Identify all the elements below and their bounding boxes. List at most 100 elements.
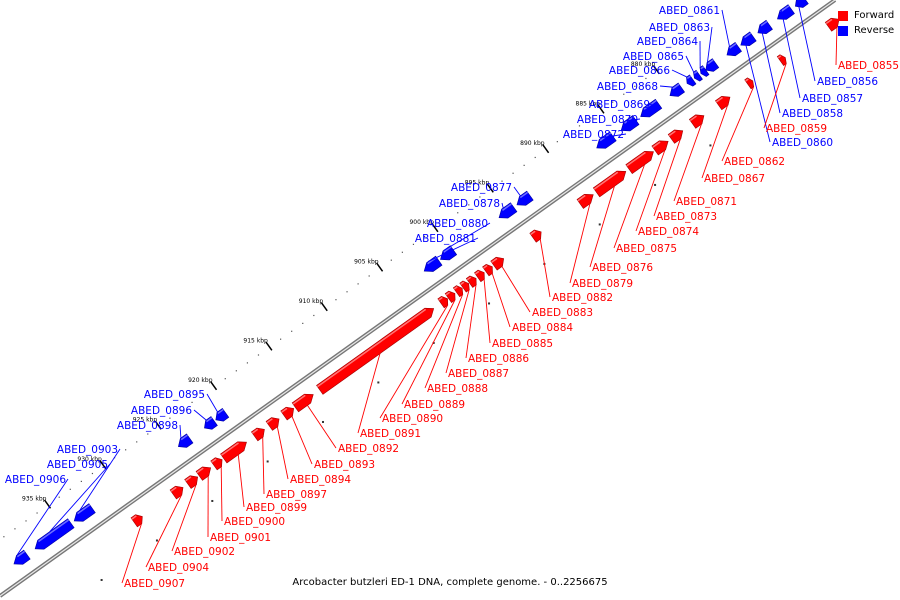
scale-minor-tick <box>14 528 16 530</box>
gene-ABED_0899 <box>220 441 247 464</box>
scale-tick <box>265 341 273 351</box>
gene-ABED_0891-shine <box>316 308 427 388</box>
scale-minor-tick <box>169 417 171 419</box>
gene-ABED_0875-shine <box>626 151 646 167</box>
gene-label: ABED_0879 <box>572 278 633 290</box>
gene-ABED_0863 <box>705 58 720 72</box>
gene-label: ABED_0878 <box>439 198 500 210</box>
gene-ABED_0875 <box>625 150 654 175</box>
gene-ABED_0874 <box>651 140 669 156</box>
gene-label: ABED_0865 <box>623 51 684 63</box>
gene-ABED_0881-body <box>423 255 443 272</box>
leader-line <box>625 118 641 122</box>
scale-minor-tick <box>266 460 269 463</box>
gene-label: ABED_0904 <box>148 562 209 574</box>
gene-ABED_0893-shine <box>281 407 288 413</box>
gene-ABED_0896-body <box>204 416 218 430</box>
scale-tick <box>486 183 494 193</box>
gene-ABED_0866 <box>686 74 697 87</box>
gene-ABED_0871 <box>688 114 705 129</box>
gene-ABED_0879 <box>576 193 594 209</box>
gene-ABED_0897-shine <box>251 428 259 434</box>
scale-minor-tick <box>534 156 536 159</box>
gene-label: ABED_0907 <box>124 578 185 590</box>
gene-label: ABED_0882 <box>552 292 613 304</box>
scale-tick <box>99 460 107 470</box>
gene-ABED_0899-shine <box>220 442 239 456</box>
gene-ABED_0863-shine <box>707 59 714 65</box>
gene-ABED_0885 <box>474 269 485 283</box>
scale-minor-tick <box>180 409 182 411</box>
gene-ABED_0902 <box>184 475 199 489</box>
gene-label: ABED_0858 <box>782 108 843 120</box>
gene-group <box>13 0 840 565</box>
leader-line <box>721 9 730 47</box>
leader-line <box>513 186 521 197</box>
gene-ABED_0894-shine <box>266 418 273 424</box>
scale-minor-tick <box>321 420 324 423</box>
scale-tick <box>376 262 384 272</box>
scale-minor-tick <box>58 496 60 498</box>
scale-tick-label: 895 kbp <box>465 179 490 186</box>
leader-line <box>673 124 702 202</box>
scale-tick-label: 900 kbp <box>409 219 434 226</box>
leader-line <box>685 55 695 73</box>
gene-label: ABED_0903 <box>57 444 118 456</box>
gene-ABED_0866-shine <box>686 75 691 79</box>
leader-line <box>646 103 653 107</box>
gene-ABED_0862 <box>744 77 755 90</box>
scale-tick-label: 915 kbp <box>243 337 268 344</box>
gene-ABED_0862-shine <box>745 78 749 82</box>
leader-line <box>220 466 223 522</box>
gene-ABED_0880-body <box>440 245 458 261</box>
gene-ABED_0859-body <box>776 54 787 66</box>
leader-line <box>539 239 551 298</box>
scale-tick-label: 935 kbp <box>22 495 47 502</box>
gene-ABED_0878-body <box>498 202 518 219</box>
gene-ABED_0859-shine <box>777 55 782 59</box>
gene-label: ABED_0886 <box>468 353 529 365</box>
gene-ABED_0856 <box>794 0 809 8</box>
gene-ABED_0907-body <box>130 514 143 528</box>
gene-ABED_0860-shine <box>743 32 752 39</box>
scale-minor-tick <box>446 220 448 222</box>
leader-line <box>601 133 627 139</box>
leader-line <box>796 0 816 82</box>
scale-tick <box>154 420 162 430</box>
scale-minor-tick <box>457 212 459 214</box>
scale-tick-label: 925 kbp <box>133 416 158 423</box>
scale-minor-tick <box>501 180 503 182</box>
gene-ABED_0861 <box>726 41 742 57</box>
scale-minor-tick <box>357 283 359 285</box>
gene-ABED_0857 <box>777 4 795 20</box>
gene-label: ABED_0857 <box>802 93 863 105</box>
gene-ABED_0905-body <box>34 518 75 550</box>
gene-label: ABED_0867 <box>704 173 765 185</box>
gene-ABED_0888-shine <box>453 286 458 290</box>
gene-label: ABED_0870 <box>577 114 638 126</box>
scale-minor-tick <box>468 204 470 206</box>
scale-minor-tick <box>80 480 82 483</box>
gene-label: ABED_0880 <box>427 218 488 230</box>
gene-ABED_0901-shine <box>196 467 204 474</box>
scale-tick <box>542 144 550 154</box>
gene-ABED_0906-shine <box>16 550 26 558</box>
gene-ABED_0903 <box>73 503 96 522</box>
label-group: ABED_0856 ABED_0857 ABED_0858 ABED_0860 ABED… <box>5 0 899 590</box>
scale-minor-tick <box>100 578 103 581</box>
gene-ABED_0898 <box>178 433 194 448</box>
scale-minor-tick <box>69 488 71 490</box>
gene-ABED_0876 <box>592 170 627 198</box>
leader-line <box>613 164 645 249</box>
leader-line <box>49 463 111 532</box>
reverse-swatch <box>838 25 848 36</box>
leader-line <box>193 409 207 421</box>
gene-label: ABED_0883 <box>532 307 593 319</box>
gene-ABED_0865 <box>693 69 703 82</box>
scale-minor-tick <box>291 330 293 332</box>
gene-label: ABED_0876 <box>592 262 653 274</box>
legend: Forward Reverse <box>838 8 894 38</box>
leader-line <box>483 279 491 344</box>
leader-line <box>445 289 470 374</box>
gene-ABED_0895 <box>215 407 230 422</box>
